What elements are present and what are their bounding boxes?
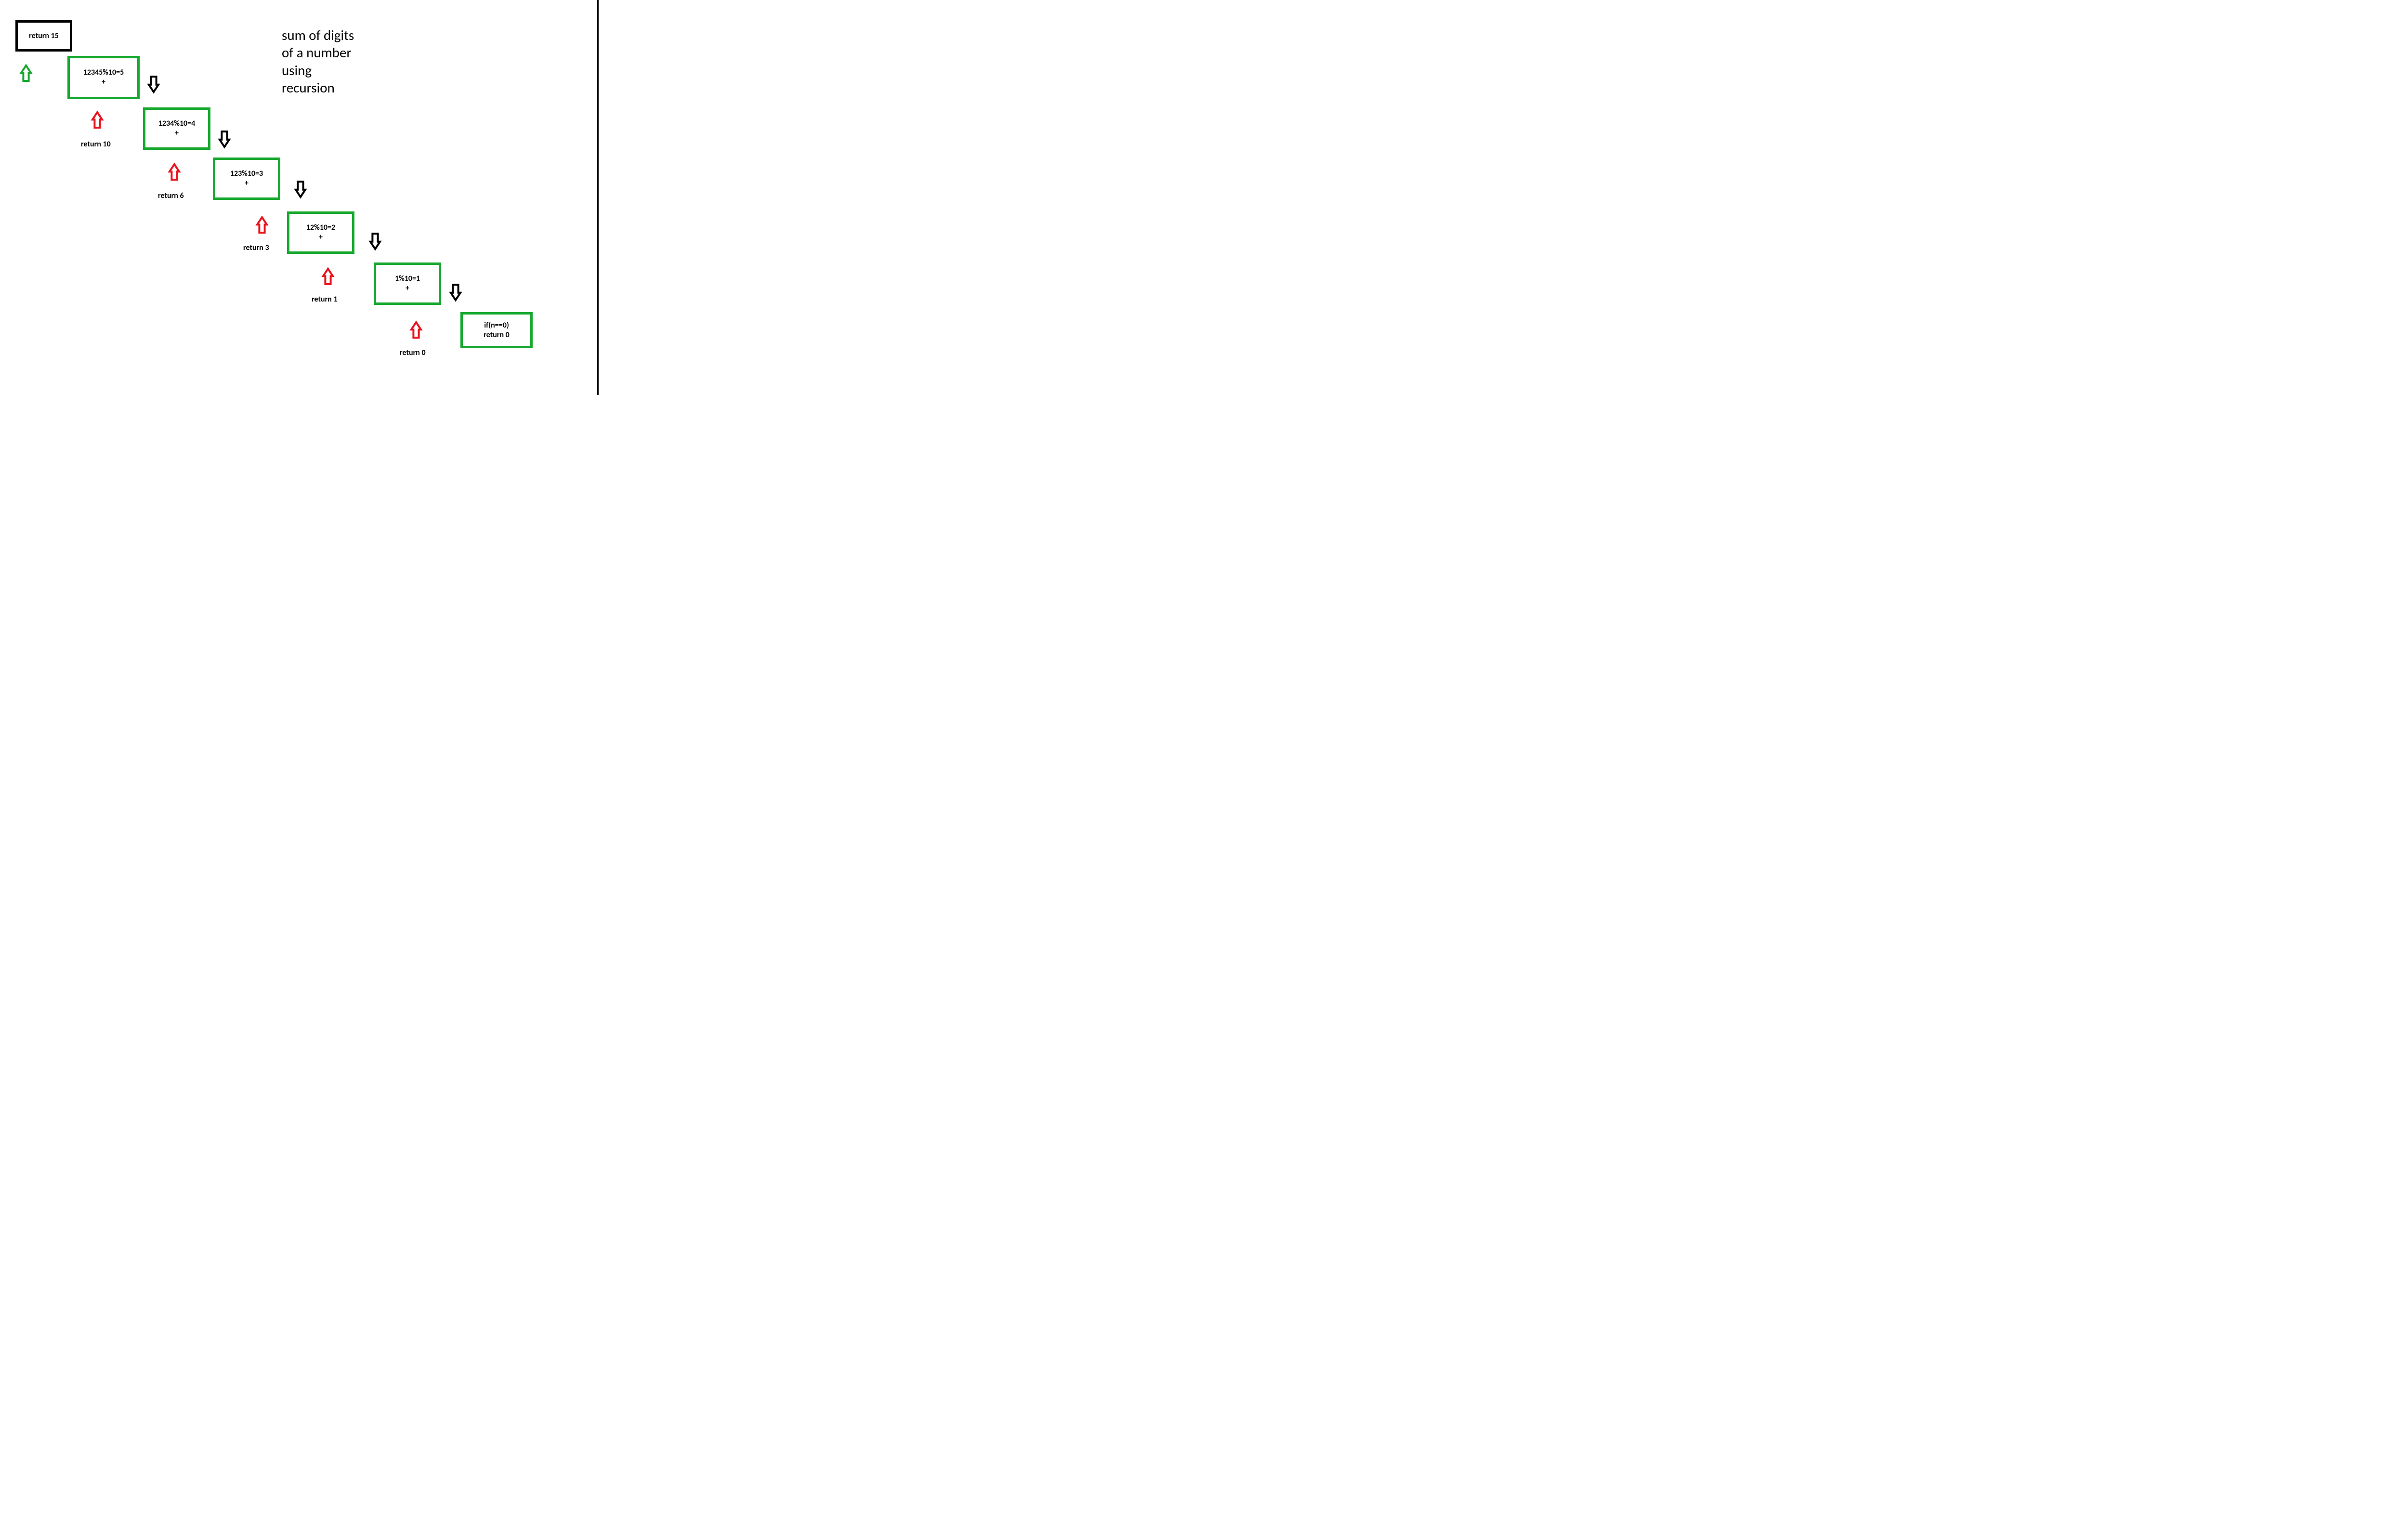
node-step5: 12345%10=5+ [67, 56, 140, 99]
return-label: return 10 [81, 140, 111, 149]
arrow-down-icon [449, 283, 462, 304]
arrow-up-icon [321, 267, 335, 289]
diagram-title: sum of digitsof a numberusingrecursion [282, 26, 354, 96]
arrow-up-icon [19, 64, 33, 85]
arrow-up-icon [91, 110, 104, 132]
arrow-down-icon [147, 75, 160, 96]
node-step4: 1234%10=4+ [143, 107, 210, 150]
arrow-down-icon [218, 130, 231, 151]
arrow-up-icon [168, 162, 181, 184]
return-label: return 3 [243, 243, 269, 252]
arrow-up-icon [409, 320, 423, 342]
return-label: return 0 [400, 348, 426, 357]
arrow-down-icon [368, 232, 382, 253]
return-label: return 1 [312, 295, 338, 304]
diagram-stage: sum of digitsof a numberusingrecursion re… [0, 0, 599, 395]
node-step1: 1%10=1+ [374, 263, 441, 305]
node-step3: 123%10=3+ [213, 158, 280, 200]
return-label: return 6 [158, 191, 184, 200]
node-base: if(n==0)return 0 [460, 312, 533, 348]
node-step2: 12%10=2+ [287, 211, 354, 254]
arrow-down-icon [294, 180, 307, 201]
arrow-up-icon [255, 215, 269, 237]
node-final: return 15 [15, 20, 72, 52]
